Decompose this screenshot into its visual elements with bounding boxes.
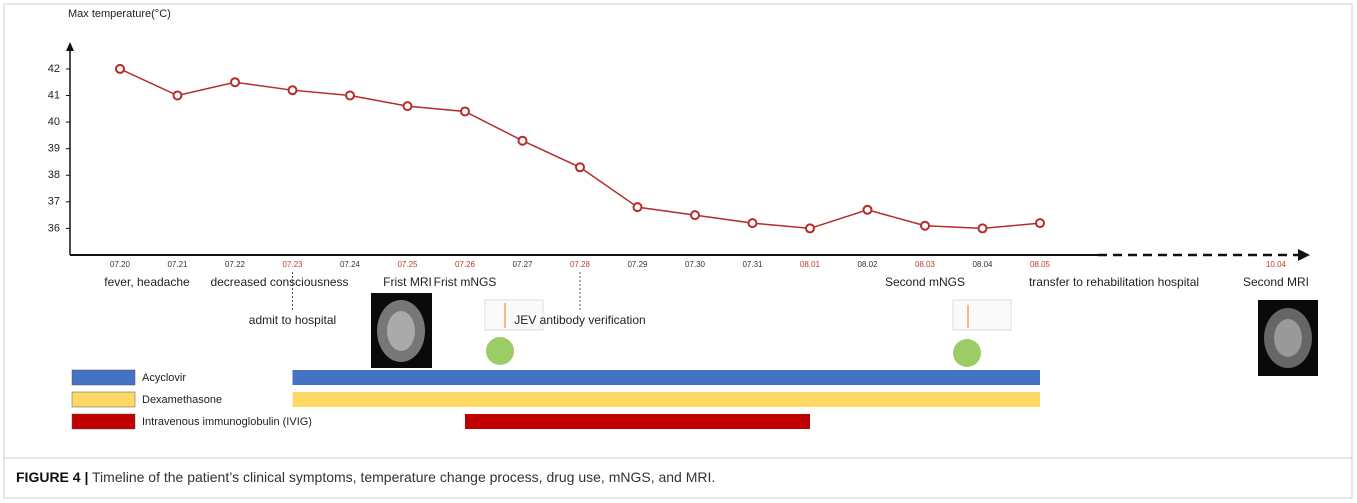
x-tick-label: 07.29 <box>627 260 648 269</box>
x-tick-label: 07.23 <box>282 260 303 269</box>
annotation: decreased consciousness <box>210 275 348 289</box>
annotation: Second mNGS <box>885 275 965 289</box>
x-tick-label: 07.22 <box>225 260 246 269</box>
legend-label: Acyclovir <box>142 372 186 384</box>
data-point <box>806 224 814 232</box>
x-tick-label: 07.25 <box>397 260 418 269</box>
data-point <box>979 224 987 232</box>
data-point <box>576 163 584 171</box>
annotation: Frist MRI <box>383 275 432 289</box>
legend-swatch <box>72 370 135 385</box>
data-point <box>461 107 469 115</box>
y-tick-label: 38 <box>48 169 60 181</box>
data-point <box>519 137 527 145</box>
data-point <box>289 86 297 94</box>
x-tick-label: 10.04 <box>1266 260 1287 269</box>
mngs-plot <box>953 300 1011 330</box>
data-point <box>634 203 642 211</box>
legend-swatch <box>72 414 135 429</box>
y-tick-label: 40 <box>48 116 60 128</box>
drug-bar <box>293 392 1041 407</box>
annotation: fever, headache <box>104 275 190 289</box>
legend-label: Dexamethasone <box>142 394 222 406</box>
data-point <box>864 206 872 214</box>
x-tick-label: 08.01 <box>800 260 821 269</box>
caption: FIGURE 4 | Timeline of the patient’s cli… <box>16 469 715 485</box>
data-point <box>749 219 757 227</box>
y-tick-label: 36 <box>48 222 60 234</box>
annotation: admit to hospital <box>249 313 336 327</box>
caption-label: FIGURE 4 | <box>16 469 88 485</box>
data-point <box>346 92 354 100</box>
legend-swatch <box>72 392 135 407</box>
data-point <box>1036 219 1044 227</box>
y-tick-label: 41 <box>48 89 60 101</box>
annotation: Second MRI <box>1243 275 1309 289</box>
x-tick-label: 07.20 <box>110 260 131 269</box>
x-tick-label: 07.28 <box>570 260 591 269</box>
data-point <box>174 92 182 100</box>
x-tick-label: 07.27 <box>512 260 533 269</box>
x-tick-label: 08.02 <box>857 260 878 269</box>
y-tick-label: 42 <box>48 63 60 75</box>
x-tick-label: 08.04 <box>972 260 993 269</box>
figure: FIGURE 4 | Timeline of the patient’s cli… <box>0 0 1357 503</box>
annotation: JEV antibody verification <box>514 313 645 327</box>
mngs-pie <box>953 339 981 367</box>
caption-text: Timeline of the patient’s clinical sympt… <box>88 469 715 485</box>
legend-label: Intravenous immunoglobulin (IVIG) <box>142 416 312 428</box>
x-tick-label: 07.30 <box>685 260 706 269</box>
x-tick-label: 07.31 <box>742 260 763 269</box>
data-point <box>921 222 929 230</box>
y-axis-label: Max temperature(°C) <box>68 8 171 20</box>
y-tick-label: 39 <box>48 143 60 155</box>
annotation: Frist mNGS <box>434 275 497 289</box>
drug-bar <box>293 370 1041 385</box>
y-tick-label: 37 <box>48 196 60 208</box>
annotation: transfer to rehabilitation hospital <box>1029 275 1199 289</box>
x-tick-label: 07.26 <box>455 260 476 269</box>
mri-brain-inner <box>1274 319 1302 357</box>
x-tick-label: 07.24 <box>340 260 361 269</box>
data-point <box>691 211 699 219</box>
mri-brain-inner <box>387 311 415 351</box>
drug-bar <box>465 414 810 429</box>
x-tick-label: 07.21 <box>167 260 188 269</box>
data-point <box>404 102 412 110</box>
mngs-pie <box>486 337 514 365</box>
x-tick-label: 08.03 <box>915 260 936 269</box>
data-point <box>231 78 239 86</box>
data-point <box>116 65 124 73</box>
x-tick-label: 08.05 <box>1030 260 1051 269</box>
